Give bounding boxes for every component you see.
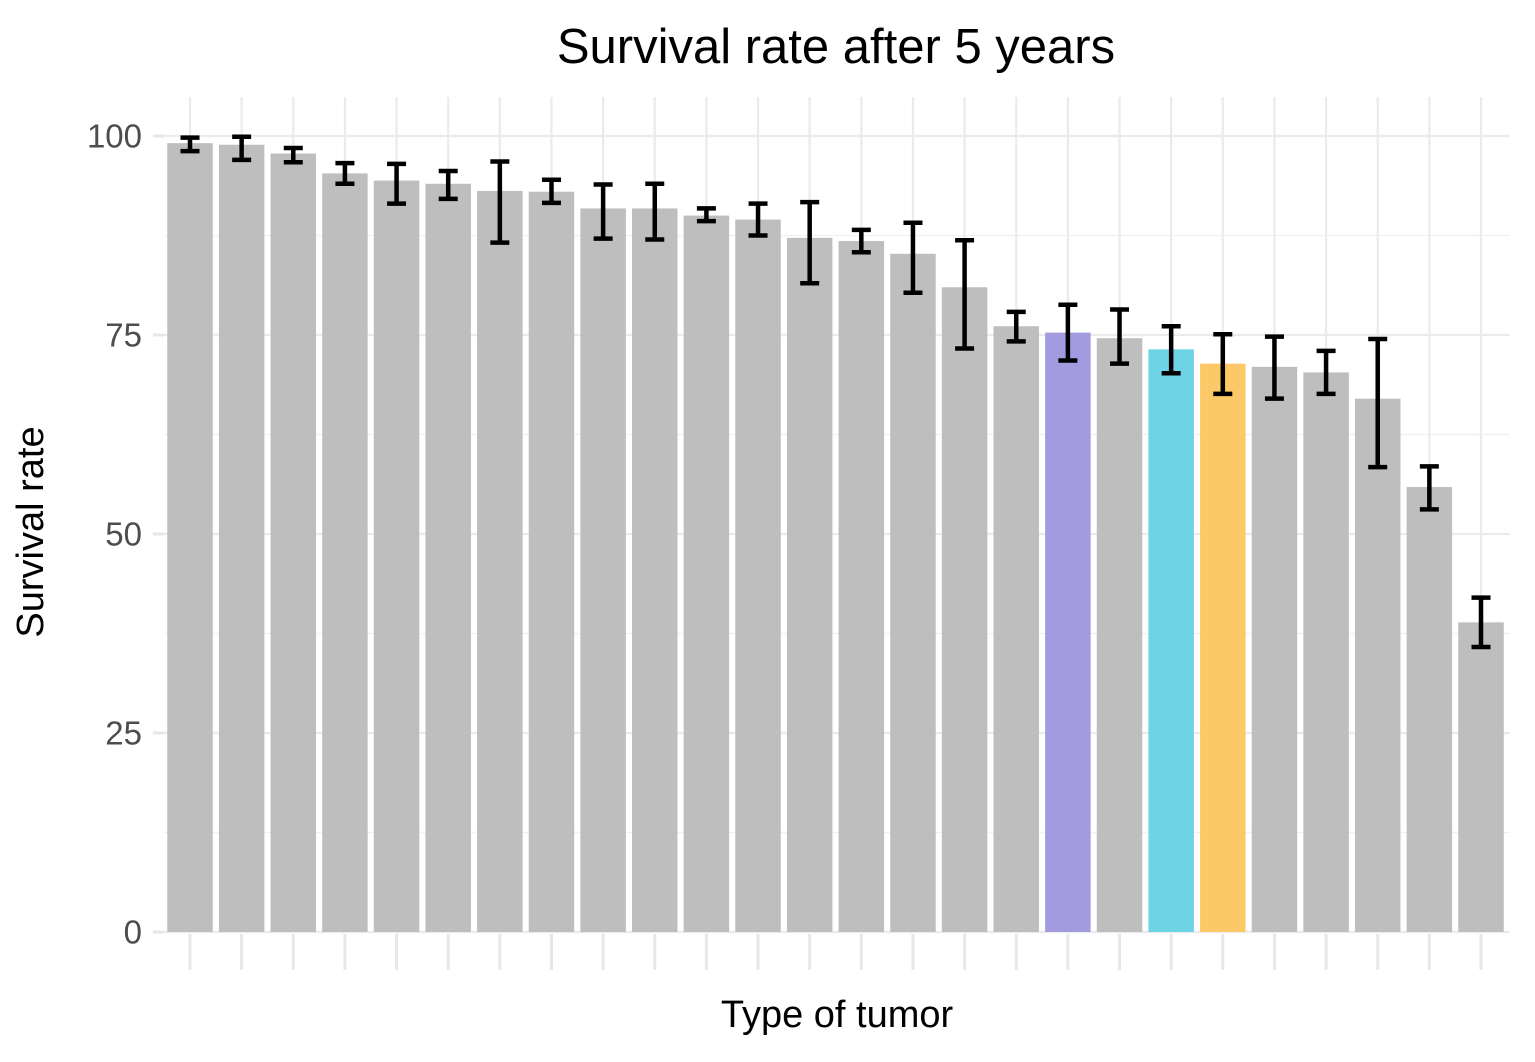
bar	[1303, 372, 1349, 932]
bar	[477, 190, 523, 932]
bar	[838, 241, 885, 932]
bar	[1458, 622, 1504, 932]
y-tick-label: 75	[105, 317, 142, 354]
bar	[1354, 398, 1401, 932]
y-tick-label: 0	[124, 914, 142, 951]
bar	[373, 180, 420, 933]
bar	[941, 287, 988, 932]
y-axis-title: Survival rate	[10, 426, 52, 637]
bar	[580, 208, 626, 932]
bar	[1045, 332, 1091, 932]
bar	[1200, 363, 1246, 932]
x-axis-ticks	[188, 934, 1483, 970]
bar	[890, 253, 936, 933]
y-tick-labels: 0 25 50 75 100	[87, 118, 142, 951]
bar	[735, 219, 781, 932]
bar	[322, 173, 368, 933]
bar	[1406, 487, 1453, 932]
bar	[1148, 349, 1194, 932]
bar	[632, 208, 678, 932]
bar	[218, 144, 265, 933]
bar	[270, 153, 317, 933]
y-tick-label: 50	[105, 516, 142, 553]
bar	[1251, 366, 1298, 933]
bar	[993, 326, 1039, 932]
y-axis-ticks	[153, 134, 164, 934]
bar	[683, 215, 730, 933]
y-tick-label: 100	[87, 118, 142, 155]
bars	[167, 143, 1504, 933]
bar	[1096, 338, 1143, 933]
error-bars	[180, 134, 1491, 650]
y-tick-label: 25	[105, 715, 142, 752]
chart-title: Survival rate after 5 years	[557, 20, 1115, 74]
bar	[425, 183, 471, 932]
x-axis-title: Type of tumor	[721, 994, 954, 1036]
bar	[528, 191, 575, 933]
bar	[167, 143, 213, 932]
bar	[786, 237, 833, 932]
